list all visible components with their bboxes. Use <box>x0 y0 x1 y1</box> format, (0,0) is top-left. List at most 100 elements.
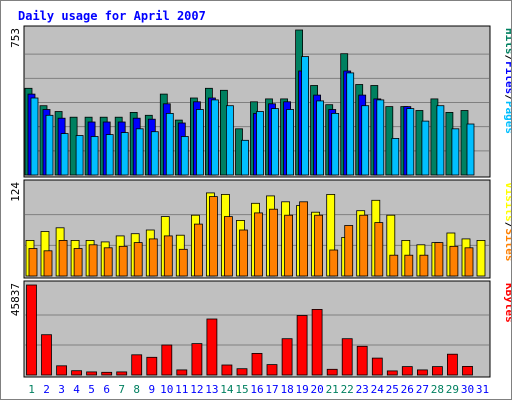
x-tick-label-15: 15 <box>235 383 248 396</box>
bar-sites-2 <box>44 251 52 276</box>
bar-sites-19 <box>300 202 308 276</box>
bar-sites-4 <box>74 249 82 277</box>
bar-kbytes-29 <box>447 354 457 375</box>
bar-sites-3 <box>59 240 67 276</box>
bar-sites-12 <box>194 224 202 276</box>
bar-sites-9 <box>149 239 157 276</box>
bar-sites-23 <box>360 215 368 276</box>
x-tick-label-19: 19 <box>295 383 308 396</box>
hits-panel-legend-part: Hits <box>503 28 512 55</box>
bar-pages-23 <box>362 106 369 175</box>
bar-kbytes-2 <box>42 335 52 375</box>
bar-sites-8 <box>134 243 142 276</box>
x-tick-label-27: 27 <box>416 383 429 396</box>
bar-pages-1 <box>31 98 38 175</box>
x-tick-label-2: 2 <box>43 383 50 396</box>
x-tick-label-31: 31 <box>476 383 489 396</box>
visits-panel-legend: Visits/Sites <box>503 182 512 262</box>
bar-pages-4 <box>76 136 83 176</box>
x-tick-label-24: 24 <box>371 383 385 396</box>
hits-panel-legend-part: Files <box>503 61 512 94</box>
bar-kbytes-19 <box>297 316 307 376</box>
x-tick-label-3: 3 <box>58 383 65 396</box>
x-tick-label-28: 28 <box>431 383 444 396</box>
bar-pages-22 <box>347 73 354 175</box>
bar-sites-29 <box>450 246 458 276</box>
x-tick-label-14: 14 <box>220 383 234 396</box>
bar-kbytes-20 <box>312 309 322 375</box>
kbytes-panel-legend-part: KBytes <box>503 283 512 323</box>
bar-sites-10 <box>164 236 172 276</box>
bar-pages-20 <box>317 101 324 175</box>
bar-pages-18 <box>287 110 294 176</box>
bar-pages-25 <box>392 138 399 175</box>
bar-kbytes-4 <box>72 371 82 375</box>
x-tick-label-10: 10 <box>160 383 173 396</box>
bar-sites-22 <box>345 226 353 277</box>
bar-sites-7 <box>119 246 127 276</box>
bar-sites-6 <box>104 248 112 276</box>
bar-visits-31 <box>477 240 485 276</box>
bar-pages-24 <box>377 100 384 175</box>
x-tick-label-16: 16 <box>250 383 263 396</box>
bar-pages-29 <box>452 129 459 175</box>
x-tick-label-11: 11 <box>175 383 188 396</box>
bar-kbytes-24 <box>372 358 382 375</box>
bar-kbytes-22 <box>342 339 352 375</box>
bar-kbytes-27 <box>417 370 427 375</box>
bar-pages-16 <box>257 112 264 176</box>
hits-panel-legend: Hits/Files/Pages <box>503 28 512 134</box>
bar-kbytes-17 <box>267 365 277 375</box>
x-tick-label-1: 1 <box>28 383 35 396</box>
bar-pages-14 <box>226 106 233 175</box>
chart-title: Daily usage for April 2007 <box>18 9 206 23</box>
bar-pages-7 <box>121 133 128 175</box>
bar-kbytes-3 <box>57 366 67 375</box>
x-tick-label-25: 25 <box>386 383 399 396</box>
bar-sites-11 <box>179 249 187 276</box>
bar-sites-13 <box>209 197 217 276</box>
bar-sites-20 <box>315 215 323 276</box>
bar-kbytes-9 <box>147 357 157 375</box>
bar-sites-16 <box>255 213 263 276</box>
x-tick-label-30: 30 <box>461 383 474 396</box>
x-tick-label-6: 6 <box>103 383 110 396</box>
bar-sites-5 <box>89 245 97 276</box>
x-tick-label-4: 4 <box>73 383 80 396</box>
hits-panel-legend-part: Pages <box>503 101 512 134</box>
bar-pages-13 <box>211 100 218 175</box>
bar-pages-9 <box>151 132 158 175</box>
x-tick-label-17: 17 <box>265 383 278 396</box>
x-tick-label-5: 5 <box>88 383 95 396</box>
bar-pages-11 <box>181 137 188 176</box>
visits-panel-legend-part: Visits <box>503 182 512 222</box>
bar-kbytes-7 <box>117 372 127 375</box>
bar-pages-28 <box>437 106 444 175</box>
kbytes-panel-max-label: 45837 <box>9 283 22 316</box>
bar-kbytes-30 <box>463 366 473 375</box>
x-tick-label-9: 9 <box>148 383 155 396</box>
x-tick-label-20: 20 <box>310 383 323 396</box>
bar-sites-26 <box>405 255 413 276</box>
x-tick-label-12: 12 <box>190 383 203 396</box>
bar-kbytes-26 <box>402 367 412 375</box>
x-tick-label-26: 26 <box>401 383 414 396</box>
bar-kbytes-28 <box>432 367 442 375</box>
bar-pages-26 <box>407 109 414 175</box>
bar-sites-14 <box>224 217 232 276</box>
x-tick-label-8: 8 <box>133 383 140 396</box>
bar-pages-27 <box>422 121 429 175</box>
bar-kbytes-1 <box>27 285 37 375</box>
bar-sites-30 <box>465 248 473 276</box>
x-tick-label-21: 21 <box>326 383 339 396</box>
x-tick-label-7: 7 <box>118 383 125 396</box>
bar-pages-6 <box>106 135 113 175</box>
visits-panel-max-label: 124 <box>9 182 22 202</box>
bar-pages-2 <box>46 115 53 175</box>
bar-pages-10 <box>166 113 173 175</box>
bar-sites-27 <box>420 255 428 276</box>
